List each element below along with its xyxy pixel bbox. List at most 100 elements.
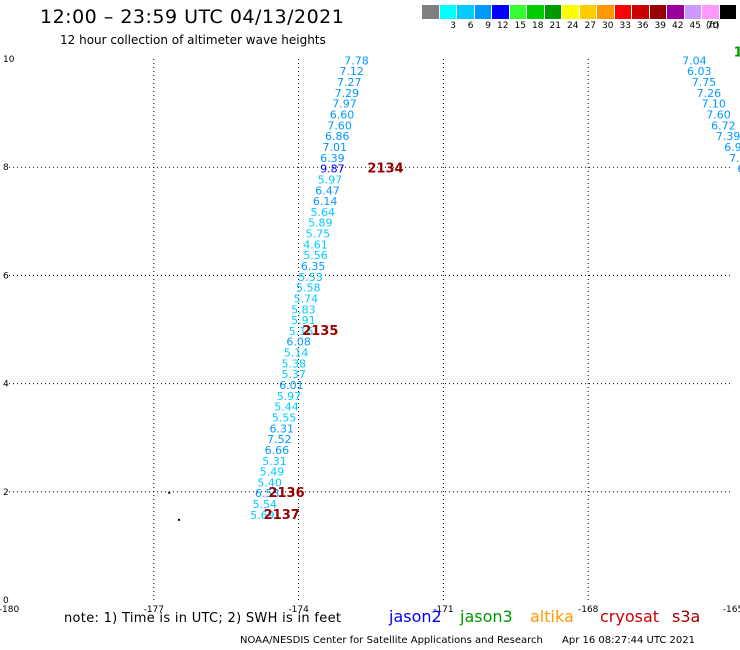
wave-height-label: 5.74: [294, 292, 319, 305]
wave-height-label: 7.10: [701, 98, 726, 111]
wave-height-label: 4.61: [303, 238, 328, 251]
wave-height-label: 5.31: [262, 455, 287, 468]
x-tick-label: -174: [288, 605, 309, 615]
wave-height-label: 5.53: [298, 271, 323, 284]
wave-height-label: 5.54: [253, 498, 278, 511]
color-legend-labels: 3 6 9 12 15 18 21 24 27 30 33 36 39 42 45 70: [422, 21, 737, 31]
wave-height-label: 5.69: [250, 509, 275, 522]
legend-swatch-label: 42: [672, 21, 684, 31]
legend-swatch: [719, 5, 737, 19]
wave-height-label: 7.01: [323, 141, 348, 154]
pass-time-label: 2137: [264, 508, 300, 523]
wave-height-label: 7.1: [729, 152, 740, 165]
legend-swatch-label: 45: [689, 21, 701, 31]
legend-swatch: [702, 5, 720, 19]
legend-swatch: [632, 5, 650, 19]
y-tick-label: 2: [3, 488, 9, 498]
wave-height-label: 7.26: [697, 87, 722, 100]
y-tick-label: 4: [3, 380, 9, 390]
y-tick-label: 10: [3, 55, 15, 65]
legend-swatch: [509, 5, 527, 19]
legend-swatch-label: 6: [467, 21, 474, 31]
wave-height-label: 6.9: [724, 141, 740, 154]
wave-height-label: 5.89: [308, 217, 333, 230]
wave-height-label: 5.55: [272, 411, 297, 424]
wave-height-label: 6.60: [330, 109, 355, 122]
legend-swatch: [492, 5, 510, 19]
wave-height-label: 5.49: [260, 466, 285, 479]
wave-height-label: 7.12: [339, 65, 364, 78]
wave-height-label: 6.03: [687, 65, 712, 78]
wave-height-label: 6.47: [315, 184, 340, 197]
footer-credit: NOAA/NESDIS Center for Satellite Applica…: [240, 635, 695, 646]
wave-height-label: 5.83: [291, 303, 316, 316]
pass-time-label: 2136: [268, 486, 304, 501]
wave-height-label: 5.38: [282, 357, 307, 370]
wave-height-label: 7.75: [692, 76, 717, 89]
wave-height-label: 5.14: [284, 347, 309, 360]
credit-text: NOAA/NESDIS Center for Satellite Applica…: [240, 635, 543, 646]
wave-height-label: 5.56: [303, 249, 328, 262]
legend-swatch-label: 36: [637, 21, 649, 31]
legend-swatch: [649, 5, 667, 19]
satellite-label-s3a: s3a: [672, 607, 701, 626]
data-point: [168, 491, 171, 494]
legend-swatch: [667, 5, 685, 19]
wave-height-label: 6.: [737, 163, 740, 176]
wave-height-label: 7.27: [337, 76, 362, 89]
page-title: 12:00 – 23:59 UTC 04/13/2021: [40, 6, 345, 28]
legend-swatch: [684, 5, 702, 19]
satellite-label-jason2: jason2: [389, 607, 442, 626]
x-tick-label: -171: [433, 605, 453, 615]
wave-height-label: 9.87: [320, 163, 345, 176]
wave-height-label: 6.14: [313, 195, 338, 208]
y-tick-label: 6: [3, 271, 9, 281]
wave-height-label: 5.40: [257, 476, 282, 489]
legend-swatch: [544, 5, 562, 19]
y-tick-label: 0: [3, 596, 9, 606]
wave-height-label: 5.16: [289, 325, 314, 338]
legend-swatch-label: 3: [450, 21, 456, 31]
legend-unit: (ft): [706, 21, 720, 31]
wave-height-label: 5.97: [277, 390, 302, 403]
legend-swatch-label: 39: [654, 21, 666, 31]
legend-swatch-label: 12: [497, 21, 509, 31]
wave-height-label: 6.39: [320, 152, 345, 165]
wave-height-label: 6.53: [255, 487, 280, 500]
wave-height-label: 7.97: [332, 98, 357, 111]
legend-swatch-label: 33: [619, 21, 631, 31]
wave-height-label: 5.91: [291, 314, 316, 327]
wave-height-label: 6.35: [301, 260, 326, 273]
wave-height-label: 7.39: [716, 130, 740, 143]
legend-swatch: [597, 5, 615, 19]
satellite-label-cryosat: cryosat: [600, 607, 660, 626]
wave-height-label: 5.64: [310, 206, 335, 219]
pass-time-label: 2135: [302, 324, 338, 339]
wave-height-label: 6.01: [279, 379, 304, 392]
legend-swatch: [527, 5, 545, 19]
data-point: [177, 518, 180, 521]
page-subtitle: 12 hour collection of altimeter wave hei…: [60, 33, 326, 47]
wave-height-label: 5.75: [306, 228, 331, 241]
pass-time-label: 2134: [367, 162, 403, 177]
wave-height-label: 7.29: [335, 87, 360, 100]
satellite-label-jason3: jason3: [460, 607, 513, 626]
generated-timestamp: Apr 16 08:27:44 UTC 2021: [562, 635, 695, 646]
wave-height-label: 5.58: [296, 282, 321, 295]
legend-swatch: [422, 5, 440, 19]
wave-height-label: 6.72: [711, 119, 736, 132]
satellite-label-altika: altika: [530, 607, 574, 626]
x-tick-label: -168: [578, 605, 599, 615]
legend-swatch-label: 21: [549, 21, 561, 31]
pass-time-label: 14: [734, 45, 740, 60]
x-tick-label: -180: [0, 605, 19, 615]
color-legend: [422, 5, 737, 19]
legend-swatch: [579, 5, 597, 19]
footer-note: note: 1) Time is in UTC; 2) SWH is in fe…: [64, 611, 342, 626]
wave-height-label: 5.97: [318, 173, 343, 186]
wave-height-label: 6.66: [265, 444, 290, 457]
legend-swatch-label: 9: [485, 21, 491, 31]
legend-swatch-label: 18: [532, 21, 544, 31]
wave-height-label: 6.08: [286, 336, 311, 349]
